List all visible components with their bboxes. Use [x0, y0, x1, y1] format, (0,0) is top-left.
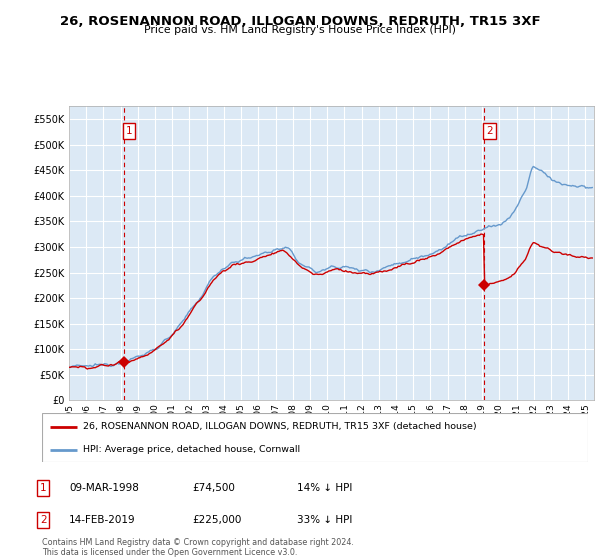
Text: 1: 1 — [126, 127, 133, 137]
Text: 33% ↓ HPI: 33% ↓ HPI — [297, 515, 352, 525]
Text: 26, ROSENANNON ROAD, ILLOGAN DOWNS, REDRUTH, TR15 3XF: 26, ROSENANNON ROAD, ILLOGAN DOWNS, REDR… — [59, 15, 541, 27]
Text: 14-FEB-2019: 14-FEB-2019 — [69, 515, 136, 525]
Text: 09-MAR-1998: 09-MAR-1998 — [69, 483, 139, 493]
Text: £225,000: £225,000 — [192, 515, 241, 525]
Text: 2: 2 — [486, 127, 493, 137]
Text: 2: 2 — [40, 515, 47, 525]
Text: 14% ↓ HPI: 14% ↓ HPI — [297, 483, 352, 493]
Text: 26, ROSENANNON ROAD, ILLOGAN DOWNS, REDRUTH, TR15 3XF (detached house): 26, ROSENANNON ROAD, ILLOGAN DOWNS, REDR… — [83, 422, 476, 431]
Text: Contains HM Land Registry data © Crown copyright and database right 2024.
This d: Contains HM Land Registry data © Crown c… — [42, 538, 354, 557]
Text: Price paid vs. HM Land Registry's House Price Index (HPI): Price paid vs. HM Land Registry's House … — [144, 25, 456, 35]
Text: 1: 1 — [40, 483, 47, 493]
Text: £74,500: £74,500 — [192, 483, 235, 493]
Text: HPI: Average price, detached house, Cornwall: HPI: Average price, detached house, Corn… — [83, 445, 300, 454]
